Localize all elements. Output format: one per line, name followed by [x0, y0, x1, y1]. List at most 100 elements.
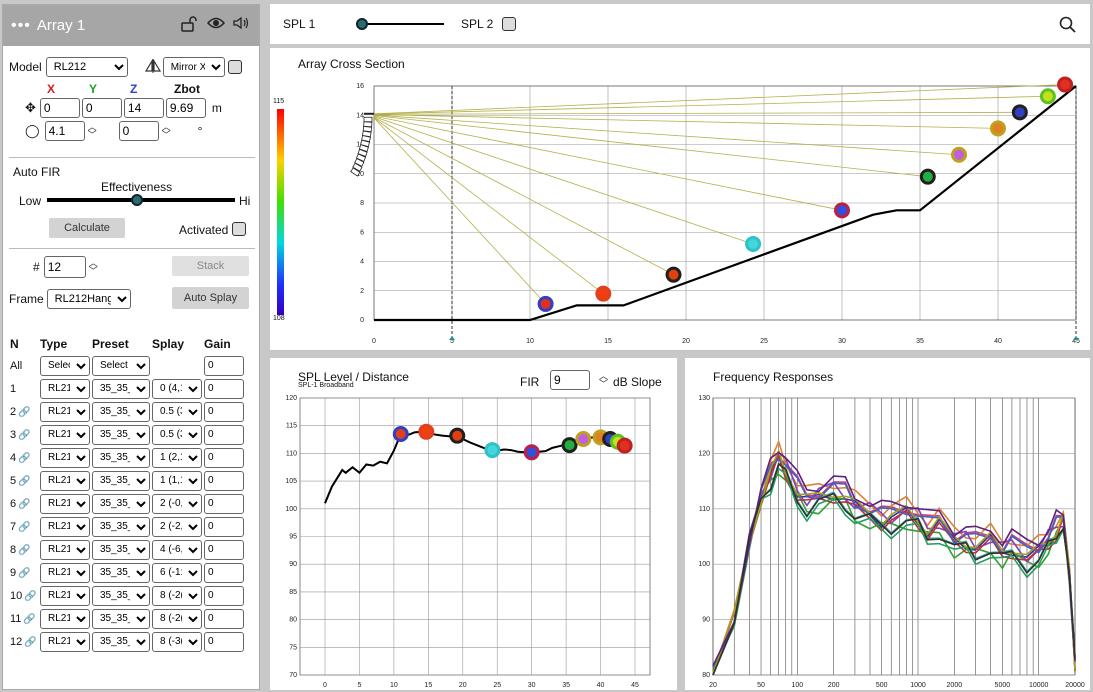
- splay-select[interactable]: 4 (-6,: [152, 539, 202, 560]
- link-icon[interactable]: 🔗: [24, 636, 37, 648]
- splay-select[interactable]: 0 (4,1: [152, 378, 202, 399]
- fir-stepper[interactable]: ︿ ﹀: [599, 371, 609, 389]
- fir-input[interactable]: [550, 370, 590, 390]
- type-select[interactable]: RL21: [40, 585, 90, 606]
- color-scale-max: 115: [273, 98, 285, 105]
- listener-point: [537, 295, 554, 312]
- gain-input[interactable]: [204, 378, 244, 399]
- gain-input[interactable]: [204, 401, 244, 422]
- splay-select[interactable]: 1 (1,1: [152, 470, 202, 491]
- pos-z-input[interactable]: [123, 98, 164, 118]
- link-icon[interactable]: 🔗: [18, 521, 31, 533]
- preset-select[interactable]: 35_35_: [92, 516, 150, 537]
- gain-input[interactable]: [204, 470, 244, 491]
- count-input[interactable]: [43, 256, 86, 278]
- gain-input[interactable]: [204, 493, 244, 514]
- type-select[interactable]: RL21: [40, 539, 90, 560]
- all-gain-input[interactable]: [204, 355, 244, 376]
- drag-handle-icon[interactable]: •••: [11, 16, 31, 34]
- link-icon[interactable]: 🔗: [23, 613, 36, 625]
- gain-input[interactable]: [204, 585, 244, 606]
- pos-y-input[interactable]: [81, 98, 122, 118]
- effectiveness-slider-thumb[interactable]: [131, 194, 144, 206]
- link-icon[interactable]: 🔗: [18, 544, 31, 556]
- type-select[interactable]: RL21: [40, 447, 90, 468]
- preset-select[interactable]: 35_35_: [92, 378, 150, 399]
- splay-select[interactable]: 2 (-0,: [152, 493, 202, 514]
- rot-b-input[interactable]: [118, 121, 159, 141]
- rot-a-input[interactable]: [44, 121, 85, 141]
- all-type-select[interactable]: Selec: [40, 355, 90, 376]
- lock-icon[interactable]: [181, 15, 199, 36]
- link-icon[interactable]: 🔗: [18, 429, 31, 441]
- type-select[interactable]: RL21: [40, 516, 90, 537]
- mirror-icon[interactable]: [144, 58, 161, 77]
- preset-select[interactable]: 35_35_: [92, 470, 150, 491]
- all-preset-select[interactable]: Select: [92, 355, 150, 376]
- pos-zbot-input[interactable]: [165, 98, 206, 118]
- type-select[interactable]: RL21: [40, 562, 90, 583]
- gain-input[interactable]: [204, 424, 244, 445]
- gain-input[interactable]: [204, 539, 244, 560]
- rot-b-stepper[interactable]: ︿ ﹀: [161, 122, 171, 140]
- activated-checkbox[interactable]: [232, 222, 246, 236]
- spl-slider[interactable]: [356, 18, 444, 30]
- type-select[interactable]: RL21: [40, 401, 90, 422]
- link-icon[interactable]: 🔗: [24, 590, 37, 602]
- splay-select[interactable]: 8 (-2(: [152, 608, 202, 629]
- stack-button[interactable]: Stack: [172, 256, 249, 276]
- type-select[interactable]: RL21: [40, 608, 90, 629]
- type-select[interactable]: RL21: [40, 493, 90, 514]
- splay-select[interactable]: 1 (2,1: [152, 447, 202, 468]
- link-icon[interactable]: 🔗: [18, 452, 31, 464]
- preset-select[interactable]: 35_35_: [92, 539, 150, 560]
- preset-select[interactable]: 35_35_: [92, 401, 150, 422]
- splay-select[interactable]: 6 (-1:: [152, 562, 202, 583]
- splay-select[interactable]: 2 (-2,: [152, 516, 202, 537]
- speaker-icon[interactable]: [233, 16, 251, 36]
- type-select[interactable]: RL21: [40, 378, 90, 399]
- frequency-chart[interactable]: 20 50 100 200 500 1000 2000 5000 10000 20000 80 90 1…: [685, 358, 1090, 690]
- preset-select[interactable]: 35_35_: [92, 493, 150, 514]
- search-icon[interactable]: [1059, 16, 1076, 36]
- type-select[interactable]: RL21: [40, 470, 90, 491]
- frame-select[interactable]: RL212Hange: [46, 289, 131, 309]
- type-select[interactable]: RL21: [40, 424, 90, 445]
- x-tick-label: 45: [1072, 338, 1080, 345]
- preset-select[interactable]: 35_35_: [92, 585, 150, 606]
- preset-select[interactable]: 35_35_: [92, 562, 150, 583]
- spl-distance-chart[interactable]: 0 5 10 15 20 25 30 35 40 45 70 75 80 85 90 95 100 105 110 1…: [270, 358, 677, 690]
- gain-input[interactable]: [204, 562, 244, 583]
- type-select[interactable]: RL21: [40, 631, 90, 652]
- count-stepper[interactable]: ︿ ﹀: [88, 258, 98, 276]
- gain-input[interactable]: [204, 608, 244, 629]
- mirror-checkbox[interactable]: [227, 60, 242, 74]
- pos-x-input[interactable]: [39, 98, 80, 118]
- model-select[interactable]: RL212: [45, 57, 128, 77]
- cross-section-chart[interactable]: 0 5 10 15 20 25 30 35 40 45 0 2 4 6 8 10 12 14 16: [270, 48, 1090, 350]
- gain-input[interactable]: [204, 631, 244, 652]
- splay-select[interactable]: 8 (-2(: [152, 585, 202, 606]
- link-icon[interactable]: 🔗: [18, 475, 31, 487]
- listener-point: [834, 202, 850, 219]
- eye-icon[interactable]: [206, 16, 226, 36]
- calculate-button[interactable]: Calculate: [49, 218, 125, 238]
- splay-select[interactable]: 8 (-3(: [152, 631, 202, 652]
- gain-input[interactable]: [204, 447, 244, 468]
- spl-slider-thumb[interactable]: [356, 18, 369, 30]
- gain-input[interactable]: [204, 516, 244, 537]
- link-icon[interactable]: 🔗: [18, 498, 31, 510]
- rot-a-stepper[interactable]: ︿ ﹀: [87, 122, 97, 140]
- effectiveness-slider[interactable]: [47, 194, 235, 206]
- preset-select[interactable]: 35_35_: [92, 424, 150, 445]
- link-icon[interactable]: 🔗: [18, 406, 31, 418]
- preset-select[interactable]: 35_35_: [92, 631, 150, 652]
- auto-splay-button[interactable]: Auto Splay: [172, 287, 249, 309]
- splay-select[interactable]: 0.5 (3: [152, 424, 202, 445]
- splay-select[interactable]: 0.5 (3: [152, 401, 202, 422]
- preset-select[interactable]: 35_35_: [92, 608, 150, 629]
- preset-select[interactable]: 35_35_: [92, 447, 150, 468]
- link-icon[interactable]: 🔗: [18, 567, 31, 579]
- spl2-checkbox[interactable]: [502, 17, 516, 31]
- mirror-select[interactable]: Mirror X: [162, 57, 225, 77]
